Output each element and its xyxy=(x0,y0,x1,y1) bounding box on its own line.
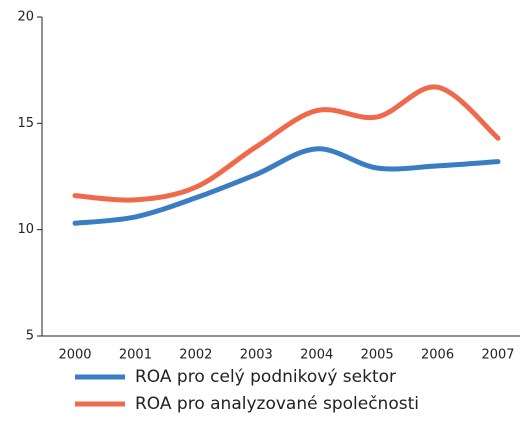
series-line xyxy=(72,84,501,203)
x-tick-label: 2007 xyxy=(481,348,514,363)
x-tick-label: 2002 xyxy=(179,348,212,363)
series-line xyxy=(72,146,501,226)
x-tick-label: 2001 xyxy=(119,348,152,363)
x-tick-label: 2005 xyxy=(361,348,394,363)
x-tick-label: 2004 xyxy=(300,348,333,363)
y-tick-label: 10 xyxy=(17,222,34,237)
legend-label: ROA pro celý podnikový sektor xyxy=(135,367,396,387)
x-tick-label: 2006 xyxy=(421,348,454,363)
x-tick-label: 2003 xyxy=(240,348,273,363)
y-tick-label: 15 xyxy=(17,116,34,131)
y-tick-label: 5 xyxy=(26,329,34,344)
x-tick-label: 2000 xyxy=(58,348,91,363)
y-tick-label: 20 xyxy=(17,10,34,25)
legend-label: ROA pro analyzované společnosti xyxy=(135,394,419,414)
